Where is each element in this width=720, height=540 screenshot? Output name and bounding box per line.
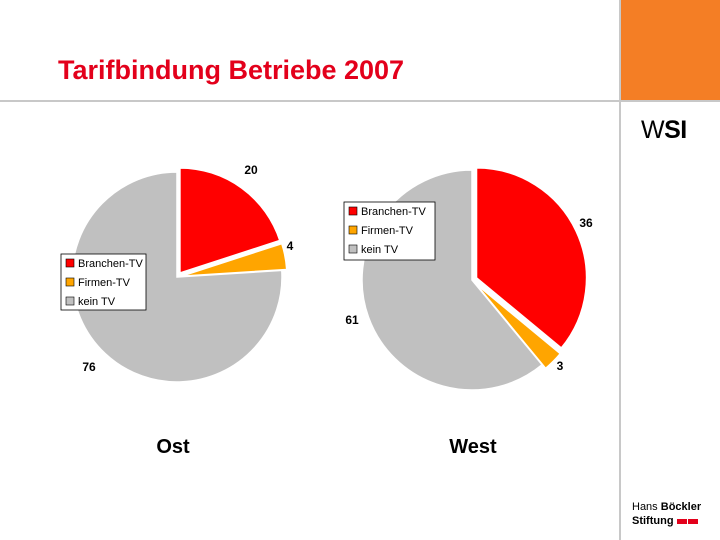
- pie-slice-ost-firmen-tv: [181, 242, 288, 277]
- pie-slice-ost-kein-tv: [71, 171, 283, 383]
- hans-boeckler-logo: Hans Böckler Stiftung: [632, 500, 701, 528]
- slide-title: Tarifbindung Betriebe 2007: [58, 55, 405, 85]
- hb-logo-hans: Hans: [632, 501, 658, 513]
- legend-swatch-west-kein-tv: [348, 244, 358, 254]
- legend-swatch-ost-kein-tv: [65, 296, 75, 306]
- legend-label-west-branchen-tv: Branchen-TV: [361, 206, 426, 218]
- hb-logo-stiftung: Stiftung: [632, 515, 674, 527]
- orange-corner-block: [621, 0, 720, 100]
- legend-box-ost: [60, 253, 147, 311]
- legend-swatch-ost-firmen-tv: [65, 277, 75, 287]
- legend-swatch-west-firmen-tv: [348, 225, 358, 235]
- legend-swatch-ost-branchen-tv: [65, 258, 75, 268]
- wsi-logo-si: SI: [664, 116, 687, 144]
- pie-slice-west-branchen-tv: [475, 167, 588, 350]
- legend-label-west-kein-tv: kein TV: [361, 244, 399, 256]
- legend-label-ost-branchen-tv: Branchen-TV: [78, 258, 143, 270]
- data-label-ost-kein-tv: 76: [82, 360, 96, 374]
- chart-caption-ost: Ost: [156, 436, 190, 458]
- data-label-ost-firmen-tv: 4: [287, 239, 294, 253]
- hb-logo-bars: [676, 514, 699, 528]
- legend-swatch-west-branchen-tv: [348, 206, 358, 216]
- legend-label-ost-kein-tv: kein TV: [78, 296, 116, 308]
- horizontal-divider: [0, 100, 720, 102]
- data-label-west-firmen-tv: 3: [557, 359, 564, 373]
- pie-slice-west-firmen-tv: [474, 282, 562, 370]
- legend-box-west: [343, 201, 436, 261]
- chart-caption-west: West: [449, 436, 497, 458]
- pie-slice-ost-branchen-tv: [179, 167, 281, 274]
- data-label-ost-branchen-tv: 20: [244, 163, 258, 177]
- wsi-logo-w: W: [641, 116, 665, 144]
- legend-label-ost-firmen-tv: Firmen-TV: [78, 277, 131, 289]
- legend-label-west-firmen-tv: Firmen-TV: [361, 225, 414, 237]
- wsi-logo: WSI: [641, 116, 687, 145]
- data-label-west-branchen-tv: 36: [579, 216, 593, 230]
- data-label-west-kein-tv: 61: [345, 313, 359, 327]
- vertical-divider: [619, 0, 621, 540]
- hb-logo-boeckler: Böckler: [660, 501, 702, 513]
